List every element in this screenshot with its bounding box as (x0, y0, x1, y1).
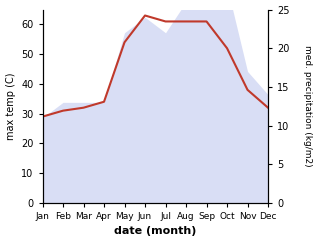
Y-axis label: max temp (C): max temp (C) (5, 72, 16, 140)
X-axis label: date (month): date (month) (114, 227, 197, 236)
Y-axis label: med. precipitation (kg/m2): med. precipitation (kg/m2) (303, 45, 313, 167)
